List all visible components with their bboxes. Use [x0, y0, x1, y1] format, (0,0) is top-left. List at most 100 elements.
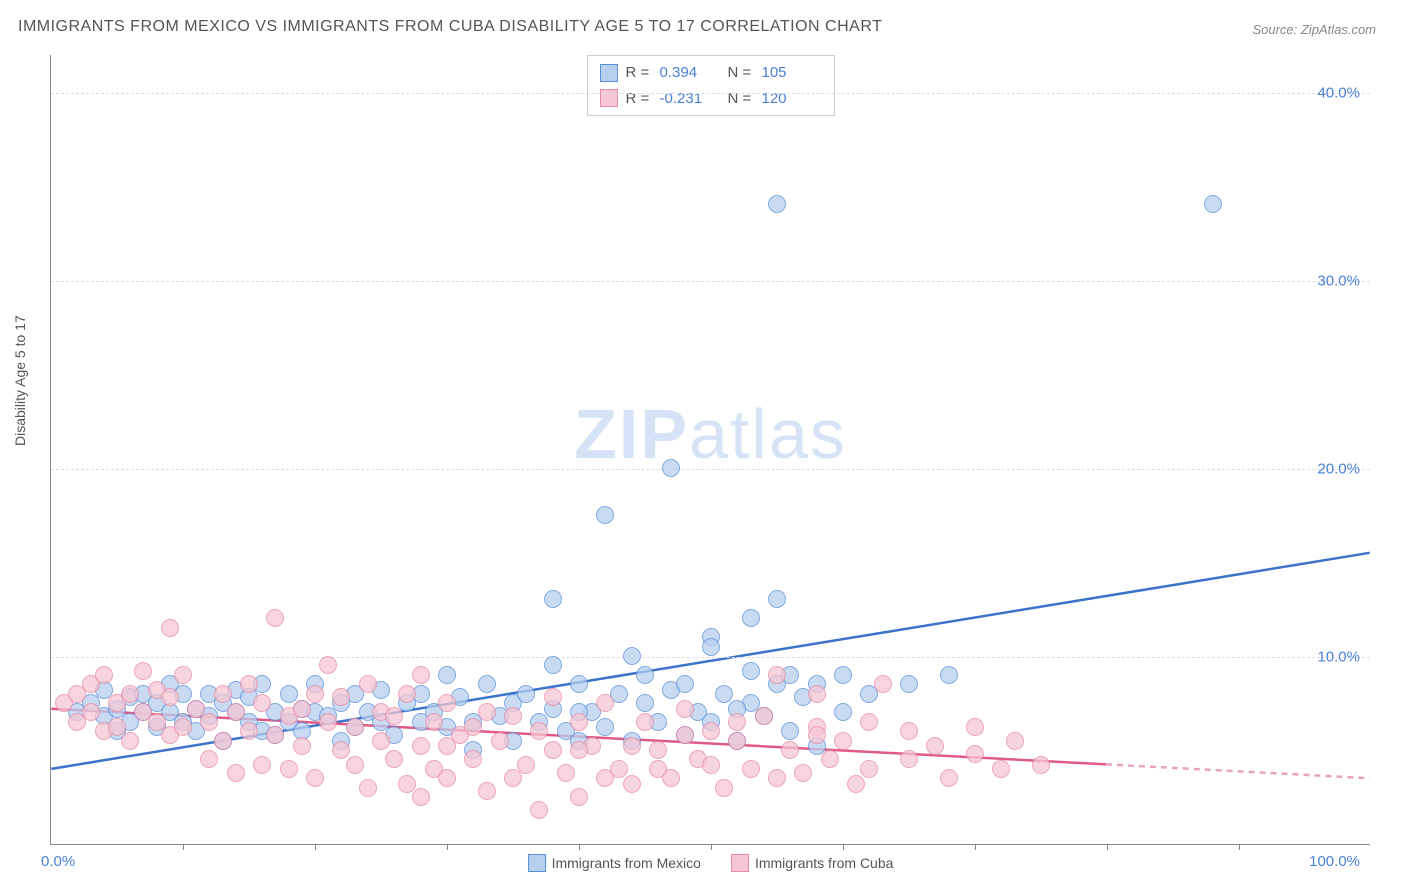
gridline-horizontal [51, 281, 1370, 282]
point-mexico [768, 590, 786, 608]
y-tick-label: 10.0% [1317, 648, 1360, 665]
point-cuba [359, 779, 377, 797]
legend-item: Immigrants from Cuba [731, 854, 893, 872]
point-cuba [821, 750, 839, 768]
point-mexico [742, 662, 760, 680]
legend-swatch [600, 64, 618, 82]
x-tick [447, 844, 448, 850]
point-cuba [293, 737, 311, 755]
point-cuba [728, 732, 746, 750]
stat-n-label: N = [728, 60, 754, 86]
point-cuba [874, 675, 892, 693]
point-cuba [82, 703, 100, 721]
point-mexico [940, 666, 958, 684]
point-cuba [121, 685, 139, 703]
point-mexico [517, 685, 535, 703]
point-cuba [372, 732, 390, 750]
point-cuba [596, 769, 614, 787]
stat-r-value: 0.394 [660, 60, 720, 86]
point-cuba [306, 769, 324, 787]
point-cuba [702, 722, 720, 740]
point-mexico [478, 675, 496, 693]
point-mexico [570, 675, 588, 693]
point-cuba [253, 756, 271, 774]
x-tick [711, 844, 712, 850]
point-mexico [623, 647, 641, 665]
correlation-stats-box: R = 0.394 N = 105R =-0.231N =120 [587, 55, 835, 116]
point-cuba [319, 713, 337, 731]
point-mexico [280, 685, 298, 703]
point-mexico [742, 609, 760, 627]
point-cuba [676, 700, 694, 718]
point-cuba [161, 688, 179, 706]
point-cuba [346, 756, 364, 774]
x-tick [843, 844, 844, 850]
point-cuba [992, 760, 1010, 778]
point-cuba [649, 741, 667, 759]
point-cuba [266, 726, 284, 744]
point-cuba [676, 726, 694, 744]
point-cuba [781, 741, 799, 759]
point-cuba [544, 741, 562, 759]
legend-label: Immigrants from Mexico [552, 855, 701, 871]
point-cuba [346, 718, 364, 736]
point-mexico [900, 675, 918, 693]
point-mexico [636, 694, 654, 712]
point-cuba [240, 675, 258, 693]
point-cuba [121, 732, 139, 750]
point-cuba [227, 703, 245, 721]
point-cuba [530, 801, 548, 819]
point-mexico [781, 722, 799, 740]
point-cuba [570, 741, 588, 759]
point-cuba [715, 779, 733, 797]
x-tick [1239, 844, 1240, 850]
y-tick-label: 40.0% [1317, 84, 1360, 101]
point-mexico [662, 459, 680, 477]
legend-swatch [731, 854, 749, 872]
point-cuba [240, 722, 258, 740]
point-mexico [636, 666, 654, 684]
point-mexico [596, 718, 614, 736]
stat-row: R =-0.231N =120 [600, 86, 822, 112]
point-cuba [95, 666, 113, 684]
point-cuba [1006, 732, 1024, 750]
trend-line-cuba-extrapolated [1106, 764, 1370, 778]
point-cuba [808, 726, 826, 744]
point-cuba [596, 694, 614, 712]
point-mexico [715, 685, 733, 703]
stat-n-label: N = [728, 86, 754, 112]
point-cuba [491, 732, 509, 750]
source-attribution: Source: ZipAtlas.com [1252, 22, 1376, 37]
point-cuba [860, 760, 878, 778]
point-cuba [174, 666, 192, 684]
point-cuba [359, 675, 377, 693]
x-axis-max-label: 100.0% [1309, 853, 1360, 870]
stat-n-value: 105 [762, 60, 822, 86]
point-cuba [570, 713, 588, 731]
stat-row: R = 0.394 N = 105 [600, 60, 822, 86]
watermark: ZIPatlas [574, 394, 847, 474]
point-cuba [649, 760, 667, 778]
x-tick [183, 844, 184, 850]
point-cuba [385, 750, 403, 768]
point-cuba [464, 718, 482, 736]
point-cuba [570, 788, 588, 806]
point-cuba [728, 713, 746, 731]
point-cuba [966, 745, 984, 763]
point-cuba [530, 722, 548, 740]
point-cuba [464, 750, 482, 768]
point-cuba [174, 718, 192, 736]
gridline-horizontal [51, 469, 1370, 470]
point-cuba [214, 685, 232, 703]
point-cuba [161, 619, 179, 637]
chart-title: IMMIGRANTS FROM MEXICO VS IMMIGRANTS FRO… [18, 18, 882, 36]
point-cuba [332, 741, 350, 759]
point-mexico [834, 703, 852, 721]
point-cuba [557, 764, 575, 782]
point-cuba [847, 775, 865, 793]
point-cuba [478, 703, 496, 721]
stat-r-label: R = [626, 60, 652, 86]
point-cuba [940, 769, 958, 787]
point-mexico [544, 656, 562, 674]
point-cuba [926, 737, 944, 755]
